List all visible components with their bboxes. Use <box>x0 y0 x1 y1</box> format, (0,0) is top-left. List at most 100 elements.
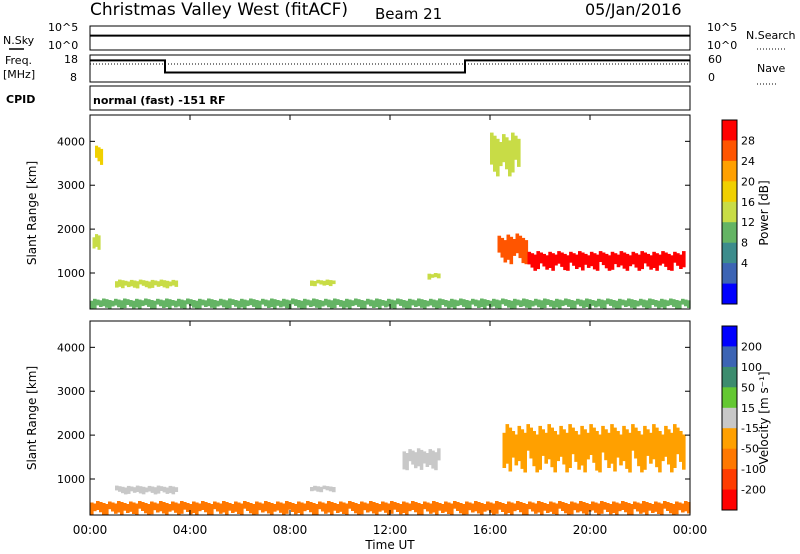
heatmap-cell <box>523 432 527 473</box>
heatmap-cell <box>108 300 112 309</box>
heatmap-cell <box>216 300 220 307</box>
heatmap-cell <box>592 427 596 463</box>
heatmap-cell <box>673 251 677 263</box>
heatmap-cell <box>171 486 176 495</box>
heatmap-cell <box>118 486 122 492</box>
heatmap-cell <box>678 300 682 309</box>
heatmap-cell <box>640 251 644 270</box>
heatmap-cell <box>489 502 493 513</box>
heatmap-cell <box>428 449 432 466</box>
heatmap-cell <box>581 252 585 271</box>
heatmap-cell <box>168 504 172 512</box>
heatmap-cell <box>177 503 181 515</box>
heatmap-cell <box>315 504 319 515</box>
heatmap-cell <box>625 429 629 469</box>
power-heatmap-cells <box>90 132 691 309</box>
heatmap-cell <box>159 501 163 512</box>
heatmap-cell <box>486 300 490 306</box>
heatmap-cell <box>624 300 628 307</box>
heatmap-cell <box>552 502 556 514</box>
heatmap-cell <box>546 504 550 513</box>
heatmap-cell <box>111 502 115 512</box>
heatmap-cell <box>348 501 352 509</box>
heatmap-cell <box>123 280 128 286</box>
heatmap-cell <box>615 300 619 309</box>
x-tick-label: 08:00 <box>273 523 308 537</box>
heatmap-cell <box>135 298 139 308</box>
heatmap-cell <box>634 253 639 268</box>
heatmap-cell <box>532 431 536 467</box>
heatmap-cell <box>513 298 517 309</box>
heatmap-cell <box>411 299 415 306</box>
heatmap-cell <box>508 140 512 177</box>
heatmap-cell <box>646 429 650 456</box>
heatmap-cell <box>411 501 415 510</box>
heatmap-cell <box>246 502 250 511</box>
power-panel <box>89 114 691 310</box>
heatmap-cell <box>312 298 316 307</box>
colorbar-swatch <box>722 407 737 429</box>
heatmap-cell <box>490 132 494 165</box>
frequency-series-lines <box>90 59 690 74</box>
heatmap-cell <box>492 298 496 307</box>
heatmap-cell <box>572 253 576 266</box>
heatmap-cell <box>414 300 418 307</box>
heatmap-cell <box>610 424 614 464</box>
heatmap-cell <box>444 501 448 512</box>
heatmap-cell <box>567 504 571 515</box>
heatmap-cell <box>396 503 400 512</box>
heatmap-cell <box>533 254 537 271</box>
colorbar-tick-label: 28 <box>741 134 755 147</box>
heatmap-cell <box>554 254 558 266</box>
heatmap-cell <box>645 502 649 515</box>
heatmap-cell <box>96 501 100 510</box>
heatmap-cell <box>144 298 148 306</box>
heatmap-cell <box>643 425 647 470</box>
heatmap-cell <box>687 502 691 514</box>
heatmap-cell <box>459 298 463 306</box>
heatmap-cell <box>477 502 481 514</box>
heatmap-cell <box>369 501 373 512</box>
heatmap-cell <box>327 501 331 513</box>
heatmap-cell <box>168 299 172 309</box>
heatmap-cell <box>159 299 163 307</box>
x-tick-label: 12:00 <box>373 523 408 537</box>
heatmap-cell <box>192 300 196 308</box>
heatmap-cell <box>628 255 633 267</box>
frequency-panel <box>89 54 691 83</box>
colorbar-tick-label: -200 <box>741 484 766 497</box>
heatmap-cell <box>381 300 385 306</box>
colorbar-tick-label: 100 <box>741 361 762 374</box>
heatmap-cell <box>210 504 214 515</box>
heatmap-cell <box>654 501 658 512</box>
heatmap-cell <box>228 298 232 309</box>
heatmap-cell <box>417 503 421 515</box>
heatmap-cell <box>303 503 307 512</box>
heatmap-cell <box>168 281 173 287</box>
heatmap-cell <box>627 503 631 515</box>
heatmap-cell <box>255 300 259 309</box>
heatmap-cell <box>524 240 529 265</box>
heatmap-cell <box>276 300 280 306</box>
heatmap-cell <box>681 298 685 305</box>
heatmap-cell <box>684 299 688 307</box>
noise-left-tick-top: 10^5 <box>48 21 78 34</box>
heatmap-cell <box>100 148 104 165</box>
heatmap-cell <box>561 300 565 307</box>
heatmap-cell <box>502 134 506 163</box>
heatmap-cell <box>360 300 364 309</box>
heatmap-cell <box>102 298 106 307</box>
heatmap-cell <box>651 299 655 305</box>
heatmap-cell <box>138 299 142 309</box>
heatmap-cell <box>619 434 623 466</box>
heatmap-cell <box>462 299 466 307</box>
heatmap-cell <box>174 502 178 513</box>
heatmap-cell <box>123 487 128 495</box>
heatmap-cell <box>322 280 327 286</box>
heatmap-cell <box>657 300 661 309</box>
heatmap-cell <box>552 300 556 309</box>
heatmap-cell <box>513 503 517 512</box>
heatmap-cell <box>670 255 674 271</box>
heatmap-cell <box>468 502 472 511</box>
heatmap-cell <box>201 299 205 306</box>
